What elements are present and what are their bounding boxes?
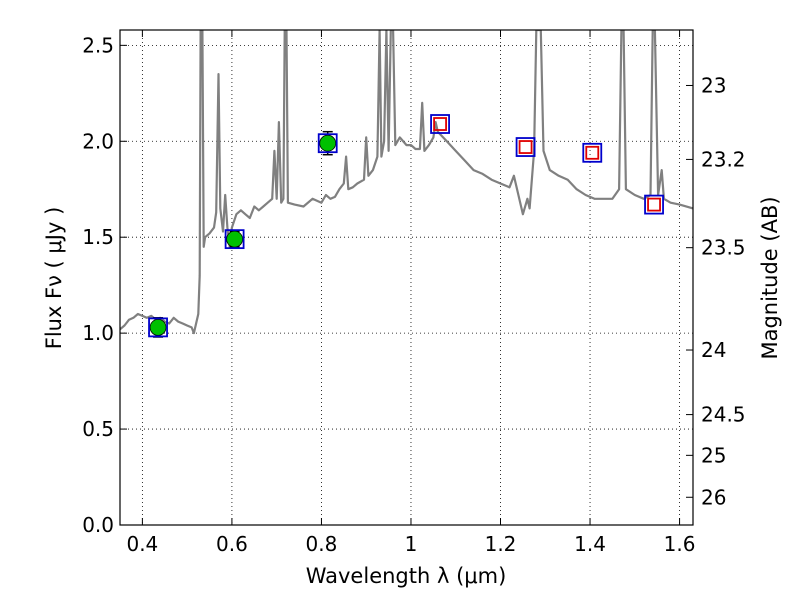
y-tick-label: 1.0 xyxy=(82,321,114,345)
y-axis-label: Flux Fν ( μJy ) xyxy=(42,207,66,350)
model-photometry-square xyxy=(224,229,245,250)
x-axis-label: Wavelength λ (μm) xyxy=(306,564,507,588)
x-tick-label: 1 xyxy=(405,532,418,556)
grid xyxy=(120,30,693,526)
y-tick-label: 2.5 xyxy=(82,33,114,57)
data-point xyxy=(319,134,337,152)
plot-frame xyxy=(119,29,694,526)
right-tick-label: 24 xyxy=(701,338,726,362)
model-photometry-square xyxy=(317,133,338,154)
model-photometry-square xyxy=(148,317,168,338)
y-tick-label: 1.5 xyxy=(82,225,114,249)
band-photometry-square xyxy=(518,140,533,154)
right-axis-label: Magnitude (AB) xyxy=(758,196,782,359)
model-photometry-square xyxy=(515,137,536,157)
x-tick-label: 0.8 xyxy=(306,532,338,556)
axis-ticks: 0.4 0.6 0.8 1 1.2 1.4 1.6 0.0 0.5 1.0 1.5 2.0 2.5 23 2… xyxy=(82,30,746,556)
right-tick-label: 23.5 xyxy=(701,236,746,260)
y-tick-label: 0.5 xyxy=(82,417,114,441)
x-tick-label: 0.6 xyxy=(216,532,248,556)
right-tick-label: 24.5 xyxy=(701,403,746,427)
model-photometry-square xyxy=(582,142,603,163)
x-tick-label: 0.4 xyxy=(126,532,158,556)
model-photometry-square xyxy=(430,114,450,134)
data-point xyxy=(226,230,244,248)
right-tick-label: 23.2 xyxy=(701,147,746,171)
y-tick-label: 2.0 xyxy=(82,129,114,153)
model-photometry-square xyxy=(644,194,664,215)
right-tick-label: 23 xyxy=(701,73,726,97)
x-tick-label: 1.2 xyxy=(485,532,517,556)
x-tick-label: 1.6 xyxy=(664,532,696,556)
band-photometry-square xyxy=(647,197,661,212)
x-tick-label: 1.4 xyxy=(574,532,606,556)
band-photometry-square xyxy=(433,117,447,131)
plot-area xyxy=(120,30,693,338)
data-point xyxy=(149,318,167,336)
sed-model-line xyxy=(120,30,693,335)
y-tick-label: 0.0 xyxy=(82,513,114,537)
band-photometry-square xyxy=(585,145,600,160)
right-tick-label: 26 xyxy=(701,485,726,509)
right-tick-label: 25 xyxy=(701,443,726,467)
